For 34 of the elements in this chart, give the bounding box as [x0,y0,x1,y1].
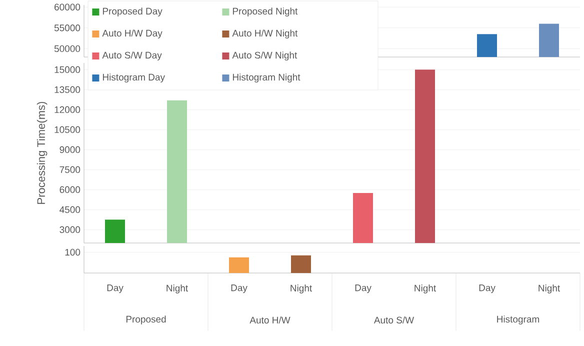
legend-label: Auto H/W Day [102,30,162,38]
legend-label: Auto S/W Night [232,52,298,60]
legend-label: Histogram Night [232,74,300,82]
x-tick-label: Night [414,284,436,294]
legend-label: Auto H/W Night [232,30,298,38]
y-tick-label: 15000 [54,66,80,74]
y-tick-label: 7500 [60,166,80,174]
y-tick-label: 60000 [54,4,80,10]
y-tick-label: 10500 [54,126,80,134]
x-tick-label: Day [355,284,372,294]
x-tick-label: Day [479,284,496,294]
y-tick-label: 55000 [54,24,80,32]
y-tick-label: 12000 [54,106,80,114]
legend-label: Proposed Night [232,8,298,16]
legend-label: Proposed Day [102,8,162,16]
text: Auto S/W [374,316,414,324]
y-tick-label: 13500 [54,86,80,94]
text: Auto H/W [250,316,290,324]
x-tick-label: Night [538,284,560,294]
x-tick-label: Night [166,284,188,294]
y-tick-label: 3000 [60,226,80,234]
text: Proposed [126,316,166,324]
y-tick-label: 50000 [54,45,80,52]
y-tick-label: 100 [65,248,80,256]
legend-label: Histogram Day [102,74,165,82]
y-tick-label: 6000 [60,186,80,194]
y-axis-title: Processing Time(ms) [36,102,48,204]
legend-label: Auto S/W Day [102,52,162,60]
x-tick-label: Day [107,284,124,294]
x-tick-label: Night [290,284,312,294]
text: Histogram [497,316,540,324]
y-tick-label: 4500 [60,206,80,214]
x-tick-label: Day [231,284,248,294]
y-tick-label: 9000 [60,146,80,154]
